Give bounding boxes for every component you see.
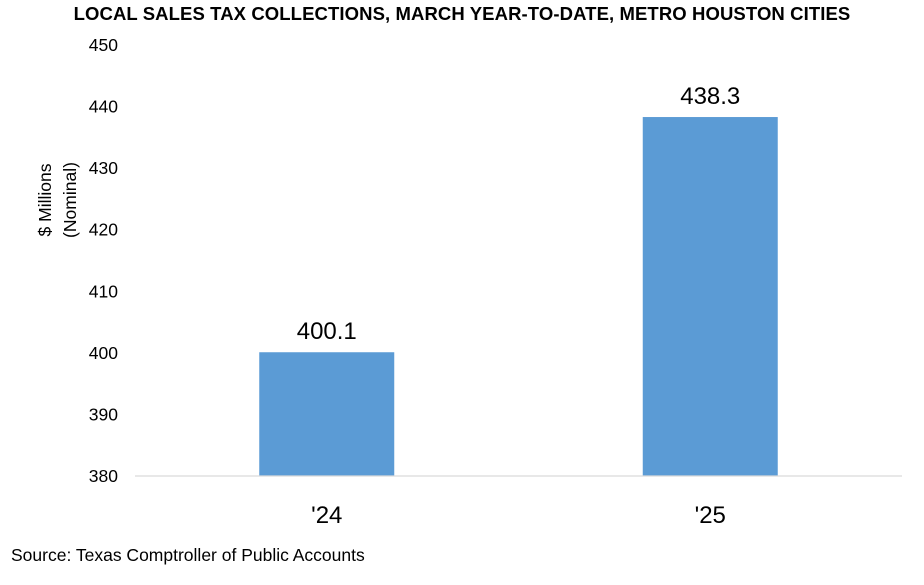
category-label: '24: [311, 502, 342, 529]
data-label: 438.3: [680, 83, 740, 110]
y-axis-label: $ Millions (Nominal): [35, 162, 80, 238]
data-label: 400.1: [297, 318, 357, 345]
y-tick-label: 440: [89, 97, 118, 117]
y-tick-label: 400: [89, 343, 118, 363]
y-tick-label: 450: [89, 35, 118, 55]
y-tick-label: 420: [89, 220, 118, 240]
category-label: '25: [695, 502, 726, 529]
y-tick-label: 390: [89, 404, 118, 424]
y-tick-label: 410: [89, 281, 118, 301]
category-labels-group: '24 '25: [311, 502, 726, 529]
y-tick-label: 430: [89, 158, 118, 178]
y-axis-label-line: (Nominal): [60, 162, 80, 238]
bars-group: [259, 117, 778, 476]
y-axis-ticks: 380 390 400 410 420 430 440 450: [89, 35, 118, 486]
y-tick-label: 380: [89, 466, 118, 486]
bar: [259, 352, 395, 476]
data-labels-group: 400.1 438.3: [297, 83, 741, 345]
chart-title: LOCAL SALES TAX COLLECTIONS, MARCH YEAR-…: [73, 3, 851, 24]
source-note: Source: Texas Comptroller of Public Acco…: [11, 545, 365, 565]
y-axis-label-line: $ Millions: [35, 163, 55, 236]
bar: [642, 117, 778, 476]
